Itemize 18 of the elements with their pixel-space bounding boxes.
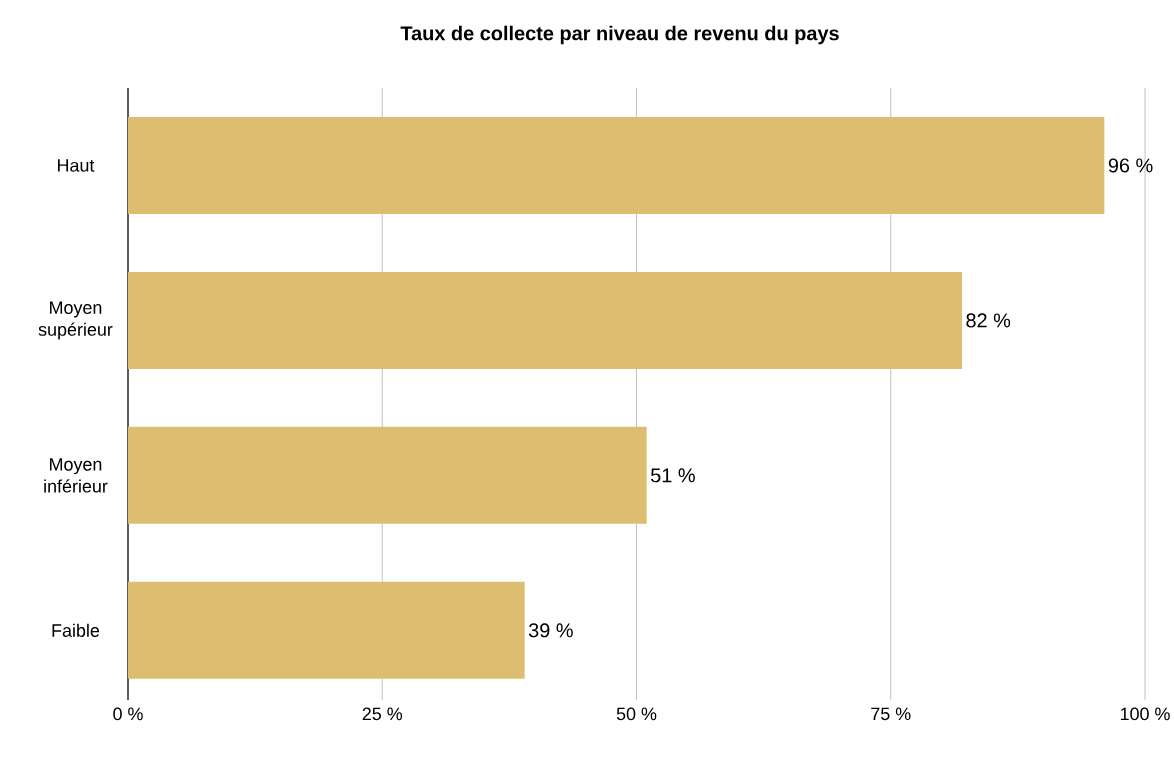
x-tick-label: 25 % bbox=[362, 707, 403, 721]
x-tick-label: 100 % bbox=[1120, 707, 1170, 721]
bar bbox=[128, 271, 962, 369]
data-label: 96 % bbox=[1108, 158, 1153, 173]
data-label: 51 % bbox=[650, 468, 695, 483]
x-tick-label: 75 % bbox=[871, 707, 911, 721]
data-label: 82 % bbox=[966, 313, 1011, 328]
bar bbox=[128, 116, 1105, 214]
data-label: 39 % bbox=[528, 623, 573, 638]
x-tick-label: 50 % bbox=[616, 707, 657, 721]
bar bbox=[128, 581, 525, 679]
x-tick-label: 0 % bbox=[113, 707, 143, 721]
chart-title: Taux de collecte par niveau de revenu du pays bbox=[400, 25, 839, 45]
y-tick-label: Faible bbox=[52, 623, 100, 637]
y-tick-label: Moyen inférieur bbox=[44, 458, 108, 493]
y-tick-label: Haut bbox=[58, 159, 95, 172]
y-tick-label: Moyen supérieur bbox=[38, 301, 113, 340]
bar bbox=[128, 426, 647, 524]
